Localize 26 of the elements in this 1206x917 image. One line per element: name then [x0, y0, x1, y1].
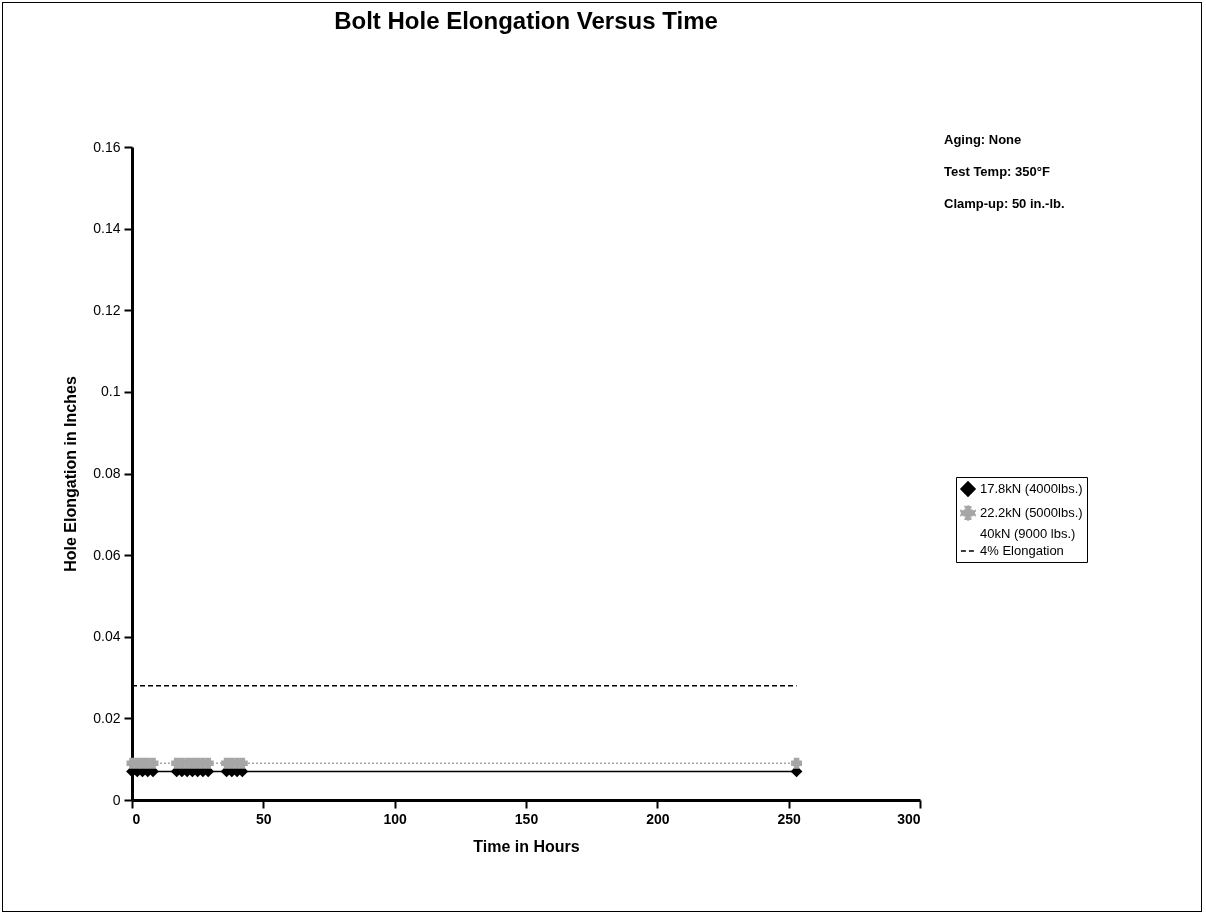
x-tick-label: 300 [897, 810, 921, 827]
text: 40kN (9000 lbs.) [980, 526, 1076, 541]
y-tick-label: 0.12 [93, 301, 121, 318]
text: Clamp-up: 50 in.-lb. [944, 196, 1065, 211]
x-tick-label: 200 [646, 810, 670, 827]
y-tick-label: 0.08 [93, 465, 121, 481]
legend-label: 17.8kN (4000lbs.) [980, 481, 1083, 496]
y-tick-label: 0.02 [93, 709, 121, 726]
x-tick-label: 0 [132, 810, 141, 827]
x-axis-title: Time in Hours [473, 837, 580, 855]
text: Test Temp: 350°F [944, 164, 1050, 179]
y-axis-title: Hole Elongation in Inches [62, 376, 80, 572]
y-tick-label: 0.06 [93, 546, 121, 563]
y-tick-label: 0.04 [93, 628, 121, 645]
x-tick-label: 250 [777, 810, 802, 827]
text: Aging: None [944, 132, 1022, 147]
legend-label: 22.2kN (5000lbs.) [980, 505, 1083, 520]
y-tick-label: 0 [112, 791, 121, 808]
x-tick-label: 100 [383, 810, 408, 827]
chart-title: Bolt Hole Elongation Versus Time [334, 7, 718, 34]
y-tick-label: 0.16 [93, 138, 121, 155]
y-tick-label: 0.14 [93, 220, 121, 237]
x-tick-label: 150 [514, 810, 539, 827]
x-tick-label: 50 [256, 810, 272, 827]
legend-label: 4% Elongation [980, 543, 1064, 558]
y-tick-label: 0.1 [101, 383, 121, 400]
